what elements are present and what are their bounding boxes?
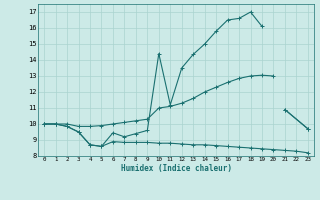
X-axis label: Humidex (Indice chaleur): Humidex (Indice chaleur) (121, 164, 231, 173)
